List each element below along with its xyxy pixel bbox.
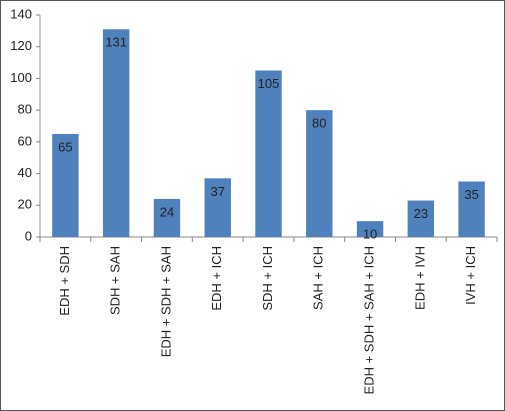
bar (255, 70, 282, 237)
data-label: 65 (58, 139, 72, 154)
bar (204, 178, 231, 237)
y-tick-label: 120 (10, 38, 32, 53)
x-tick-label: EDH + SDH (57, 246, 72, 316)
y-tick-label: 140 (10, 6, 32, 21)
bar (102, 29, 130, 238)
x-tick-label: EDH + SDH + SAH + ICH (361, 246, 376, 394)
bar (356, 221, 384, 237)
y-tick-label: 40 (18, 165, 32, 180)
data-label: 23 (414, 206, 428, 221)
x-tick-label: EDH + SDH + SAH (158, 246, 173, 357)
x-tick-label: IVH + ICH (463, 246, 478, 305)
y-tick-label: 100 (10, 70, 32, 85)
y-tick-label: 60 (18, 133, 32, 148)
data-label: 80 (312, 116, 326, 131)
data-label: 24 (160, 204, 174, 219)
x-tick-label: SDH + SAH (108, 246, 123, 315)
y-tick-label: 80 (18, 102, 32, 117)
data-label: 37 (210, 184, 224, 199)
data-label: 10 (363, 227, 377, 242)
data-label: 105 (258, 76, 280, 91)
x-tick-label: EDH + IVH (412, 246, 427, 310)
x-tick-label: SDH + ICH (260, 246, 275, 311)
data-label: 131 (105, 35, 127, 50)
y-tick-label: 0 (25, 228, 32, 243)
bar (52, 133, 79, 237)
data-label: 35 (464, 187, 478, 202)
bar (306, 110, 333, 237)
bar (153, 198, 181, 237)
x-tick-label: SAH + ICH (311, 246, 326, 310)
y-tick-label: 20 (18, 197, 32, 212)
x-tick-label: EDH + ICH (209, 246, 224, 311)
bar (458, 181, 485, 237)
bar (407, 200, 435, 237)
